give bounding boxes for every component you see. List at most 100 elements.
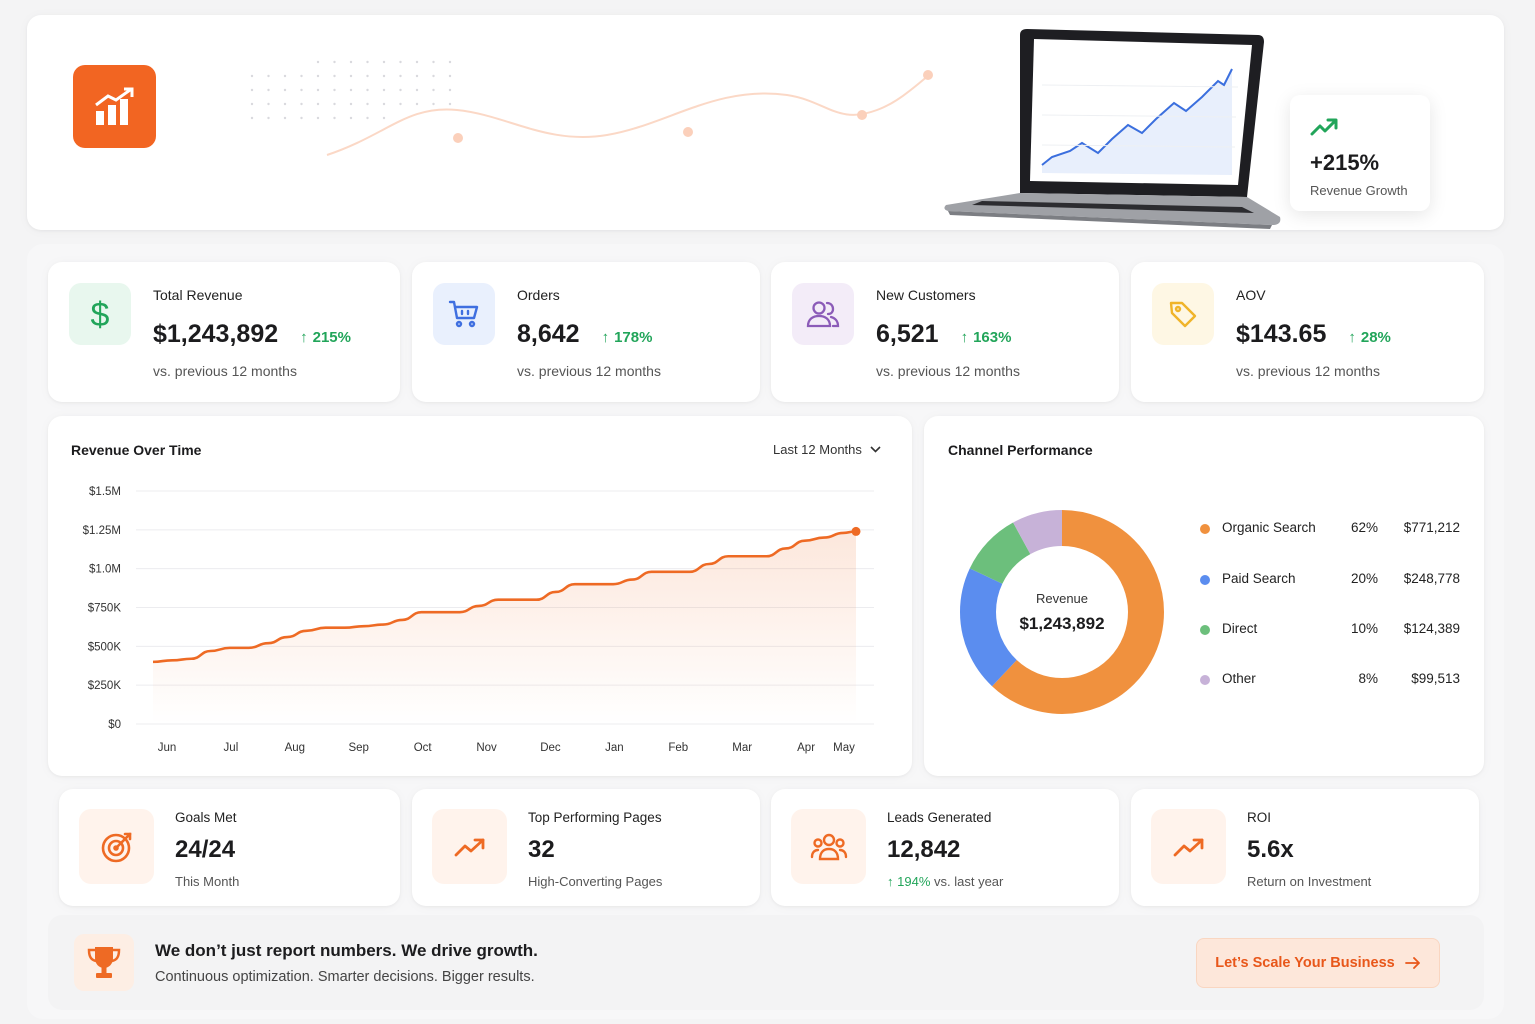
arrow-up-icon: ↑ <box>601 329 610 346</box>
donut-center-label: Revenue <box>1035 590 1089 606</box>
arrow-right-icon <box>1404 957 1420 969</box>
legend-item-other: Other 8% $99,513 <box>1200 669 1462 689</box>
target-icon <box>101 832 131 862</box>
legend-name: Direct <box>1222 621 1258 636</box>
revenue-growth-card: +215% Revenue Growth <box>1290 95 1430 211</box>
kpi-card-aov: AOV $143.65 ↑ 28% vs. previous 12 months <box>1131 262 1484 402</box>
tag-icon <box>1169 301 1197 328</box>
x-tick-label: May <box>833 742 855 754</box>
legend-dot <box>1200 575 1210 585</box>
growth-value: +215% <box>1310 150 1380 175</box>
revenue-chart-title: Revenue Over Time <box>71 442 202 458</box>
kpi-value: $1,243,892 <box>153 320 279 348</box>
legend-dot <box>1200 675 1210 685</box>
stat-value: 24/24 <box>175 836 236 863</box>
trend-up-icon <box>1173 838 1203 856</box>
kpi-delta: ↑ 215% <box>300 329 351 346</box>
legend-percent: 10% <box>1350 621 1378 636</box>
stat-delta: 194% <box>897 874 931 889</box>
stat-icon-tile <box>432 809 507 884</box>
stat-subtitle: ↑ 194% vs. last year <box>887 874 1003 889</box>
cta-headline: We don’t just report numbers. We drive g… <box>155 941 538 960</box>
hero-banner: +215% Revenue Growth <box>27 15 1504 230</box>
stat-title: Goals Met <box>175 810 237 825</box>
revenue-area <box>153 531 856 724</box>
kpi-title: Total Revenue <box>153 287 243 303</box>
donut-center-value: $1,243,892 <box>1019 613 1105 633</box>
date-range-label: Last 12 Months <box>773 442 862 457</box>
stat-card-top-pages: Top Performing Pages 32 High-Converting … <box>412 789 760 906</box>
kpi-icon-tile <box>433 283 495 345</box>
legend-percent: 62% <box>1350 520 1378 535</box>
x-tick-label: Jun <box>158 742 177 754</box>
latest-point-marker <box>851 526 861 536</box>
channel-donut-chart: Revenue $1,243,892 <box>957 507 1167 717</box>
stat-icon-tile <box>791 809 866 884</box>
kpi-subtitle: vs. previous 12 months <box>153 363 297 379</box>
kpi-delta: ↑ 28% <box>1348 329 1391 346</box>
channel-performance-card: Channel Performance Revenue $1,243,892 O… <box>924 416 1484 776</box>
stat-subtitle-text: vs. last year <box>934 874 1004 889</box>
legend-item-organic-search: Organic Search 62% $771,212 <box>1200 518 1462 538</box>
x-tick-label: Mar <box>732 742 752 754</box>
cart-icon <box>448 300 479 328</box>
donut-slice <box>960 510 1164 714</box>
trophy-tile <box>74 934 134 991</box>
legend-name: Organic Search <box>1222 520 1316 535</box>
chevron-down-icon <box>870 446 881 453</box>
stat-icon-tile <box>79 809 154 884</box>
revenue-line <box>152 530 857 664</box>
stat-card-roi: ROI 5.6x Return on Investment <box>1131 789 1479 906</box>
revenue-chart: $0 $250K $500K $750K $1.0M $1.25M $1.5M Jun Jul A… <box>83 486 874 754</box>
y-tick-label: $0 <box>108 719 121 731</box>
stat-card-goals-met: Goals Met 24/24 This Month <box>59 789 400 906</box>
trend-up-icon <box>1310 118 1338 136</box>
stat-card-leads-generated: Leads Generated 12,842 ↑ 194% vs. last y… <box>771 789 1119 906</box>
kpi-subtitle: vs. previous 12 months <box>517 363 661 379</box>
kpi-card-orders: Orders 8,642 ↑ 178% vs. previous 12 month… <box>412 262 760 402</box>
stat-title: ROI <box>1247 810 1272 825</box>
stat-value: 5.6x <box>1247 836 1294 863</box>
cta-subtext: Continuous optimization. Smarter decisio… <box>155 969 535 985</box>
stat-value: 12,842 <box>887 836 961 863</box>
kpi-delta: ↑ 163% <box>960 329 1012 346</box>
x-tick-label: Apr <box>797 742 815 754</box>
kpi-icon-tile: $ <box>69 283 131 345</box>
scale-business-button[interactable]: Let’s Scale Your Business <box>1196 938 1440 988</box>
legend-item-paid-search: Paid Search 20% $248,778 <box>1200 569 1462 589</box>
legend-amount: $124,389 <box>1403 621 1460 636</box>
trend-up-icon <box>454 838 484 856</box>
trophy-icon <box>87 946 121 978</box>
stat-title: Leads Generated <box>887 810 992 825</box>
stat-subtitle: Return on Investment <box>1247 874 1372 889</box>
donut-slice <box>960 510 1164 714</box>
group-icon <box>810 833 847 860</box>
legend-item-direct: Direct 10% $124,389 <box>1200 619 1462 639</box>
kpi-subtitle: vs. previous 12 months <box>1236 363 1380 379</box>
y-tick-label: $750K <box>88 603 122 615</box>
growth-label: Revenue Growth <box>1310 183 1408 198</box>
legend-amount: $248,778 <box>1403 571 1460 586</box>
x-tick-label: Jul <box>224 742 239 754</box>
users-icon <box>806 301 840 328</box>
legend-percent: 8% <box>1358 671 1378 686</box>
legend-dot <box>1200 625 1210 635</box>
legend-percent: 20% <box>1350 571 1378 586</box>
svg-text:$: $ <box>91 296 110 332</box>
x-tick-label: Nov <box>476 742 497 754</box>
arrow-up-icon: ↑ <box>960 329 969 346</box>
y-tick-label: $250K <box>88 680 122 692</box>
dollar-icon: $ <box>91 296 110 332</box>
kpi-icon-tile <box>1152 283 1214 345</box>
legend-dot <box>1200 524 1210 534</box>
x-tick-label: Oct <box>414 742 433 754</box>
brand-logo <box>73 65 156 148</box>
date-range-select[interactable]: Last 12 Months <box>773 442 881 457</box>
stat-value: 32 <box>528 836 555 863</box>
x-tick-label: Aug <box>285 742 305 754</box>
stat-subtitle: This Month <box>175 874 240 889</box>
stat-subtitle: High-Converting Pages <box>528 874 663 889</box>
laptop-illustration <box>944 29 1281 229</box>
channel-chart-title: Channel Performance <box>948 442 1093 458</box>
y-tick-label: $1.0M <box>89 564 121 576</box>
